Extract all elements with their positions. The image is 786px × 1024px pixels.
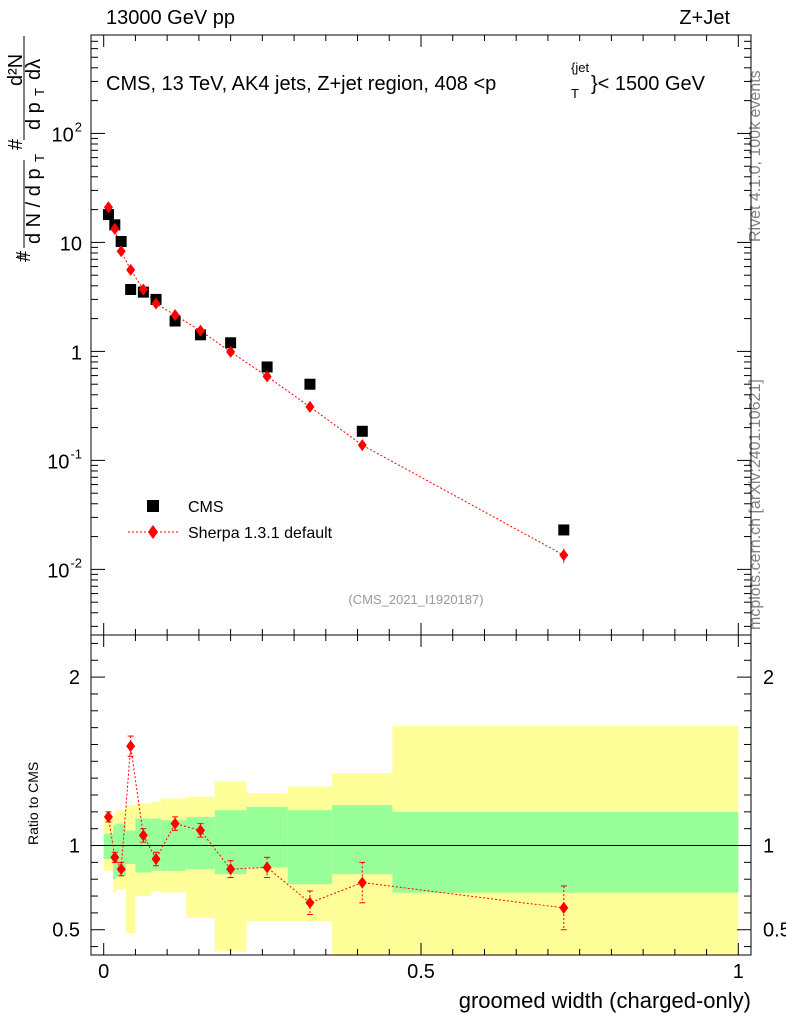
cms-point (304, 378, 316, 390)
cms-point (356, 425, 368, 437)
ratio-point (357, 876, 367, 889)
main-ylabel: # 1 d N / d p T # d p T dλ d²N (5, 36, 47, 262)
svg-text:T: T (32, 88, 47, 96)
ratio-ytick-label-right: 1 (763, 836, 774, 858)
main-title-text: CMS, 13 TeV, AK4 jets, Z+jet region, 408… (106, 73, 496, 95)
main-title: CMS, 13 TeV, AK4 jets, Z+jet region, 408… (106, 60, 706, 101)
cms-point (558, 524, 570, 536)
main-ytick-exp: -2 (70, 555, 82, 570)
uncertainty-band-inner (151, 818, 161, 871)
svg-text:#: # (5, 138, 27, 150)
ratio-ytick-label-left: 0.5 (52, 920, 80, 942)
svg-text:#: # (13, 250, 35, 262)
ratio-ytick-label-right: 2 (763, 667, 774, 689)
legend-sherpa-marker (148, 525, 158, 539)
analysis-id: (CMS_2021_I1920187) (348, 592, 483, 607)
uncertainty-band-inner (392, 811, 739, 893)
ratio-point (138, 829, 148, 842)
ratio-point (126, 740, 136, 753)
svg-text:d²N: d²N (5, 54, 27, 86)
svg-text:dλ: dλ (23, 59, 45, 80)
ratio-point (116, 863, 126, 876)
legend: CMS Sherpa 1.3.1 default (128, 499, 333, 542)
legend-sherpa-label: Sherpa 1.3.1 default (188, 525, 333, 542)
svg-text:d N / d p: d N / d p (23, 168, 45, 244)
sherpa-point (170, 309, 180, 322)
ratio-panel: 0.5 0.5 1 1 2 2 0 0.5 1 Ratio to CMS groomed wid… (25, 634, 786, 1013)
svg-text:d p: d p (23, 102, 45, 130)
sherpa-point (126, 263, 136, 276)
ratio-ytick-label-left: 1 (69, 836, 80, 858)
sherpa-point (138, 283, 148, 296)
main-ytick-label: -110 (47, 446, 82, 473)
main-ytick-base: 10 (60, 233, 82, 255)
ratio-point (103, 810, 113, 823)
ratio-point (170, 817, 180, 830)
uncertainty-band-inner (125, 830, 136, 865)
main-ytick-label: -210 (47, 555, 82, 582)
sherpa-point (151, 297, 161, 310)
ratio-point (151, 853, 161, 865)
main-ytick-base: 10 (47, 560, 69, 582)
svg-text:1: 1 (14, 253, 29, 260)
legend-cms-marker (147, 500, 159, 512)
ratio-xtick-label: 0 (98, 961, 109, 983)
main-title-sub: T (571, 86, 579, 101)
uncertainty-band-inner (116, 823, 126, 876)
main-ytick-exp: -1 (70, 446, 82, 461)
ratio-ytick-label-right: 0.5 (763, 920, 786, 942)
legend-cms-label: CMS (188, 499, 224, 516)
ratio-point (195, 824, 205, 837)
sherpa-point (110, 222, 120, 235)
cms-point (115, 235, 127, 247)
cms-point (261, 361, 273, 373)
x-axis-label: groomed width (charged-only) (459, 988, 751, 1013)
cms-point (102, 209, 114, 221)
main-ytick-label: 210 (52, 119, 82, 146)
uncertainty-band-outer (125, 805, 136, 934)
sherpa-point (226, 345, 236, 358)
main-title-tail: }< 1500 GeV (591, 73, 706, 95)
uncertainty-band-inner (287, 810, 333, 885)
process-label: Z+Jet (679, 7, 730, 29)
sherpa-point (103, 201, 113, 214)
main-ytick-base: 10 (52, 124, 74, 146)
ratio-point (559, 901, 569, 914)
main-ytick-base: 1 (71, 342, 82, 364)
ratio-xtick-label: 1 (733, 961, 744, 983)
sherpa-point (116, 245, 126, 258)
main-ytick-exp: 2 (75, 119, 82, 134)
ratio-point (226, 863, 236, 876)
sherpa-curve (107, 207, 565, 556)
main-ytick-base: 10 (47, 451, 69, 473)
ratio-point (110, 851, 120, 864)
svg-text:T: T (32, 154, 47, 162)
cms-point (225, 337, 237, 349)
main-title-sup: {jet (571, 60, 589, 75)
cms-point (125, 283, 137, 295)
ratio-ylabel: Ratio to CMS (25, 762, 41, 845)
main-ytick-label: 1 (71, 342, 82, 364)
ratio-point (305, 896, 315, 909)
ratio-point (262, 861, 272, 874)
sherpa-point (305, 400, 315, 413)
sherpa-point (357, 439, 367, 452)
sherpa-point (262, 370, 272, 383)
sherpa-point (559, 549, 569, 562)
sherpa-point (195, 324, 205, 337)
ratio-xtick-label: 0.5 (407, 961, 435, 983)
ratio-ytick-label-left: 2 (69, 667, 80, 689)
main-ytick-label: 10 (60, 233, 82, 255)
energy-label: 13000 GeV pp (106, 7, 235, 29)
uncertainty-band-inner (103, 833, 114, 859)
